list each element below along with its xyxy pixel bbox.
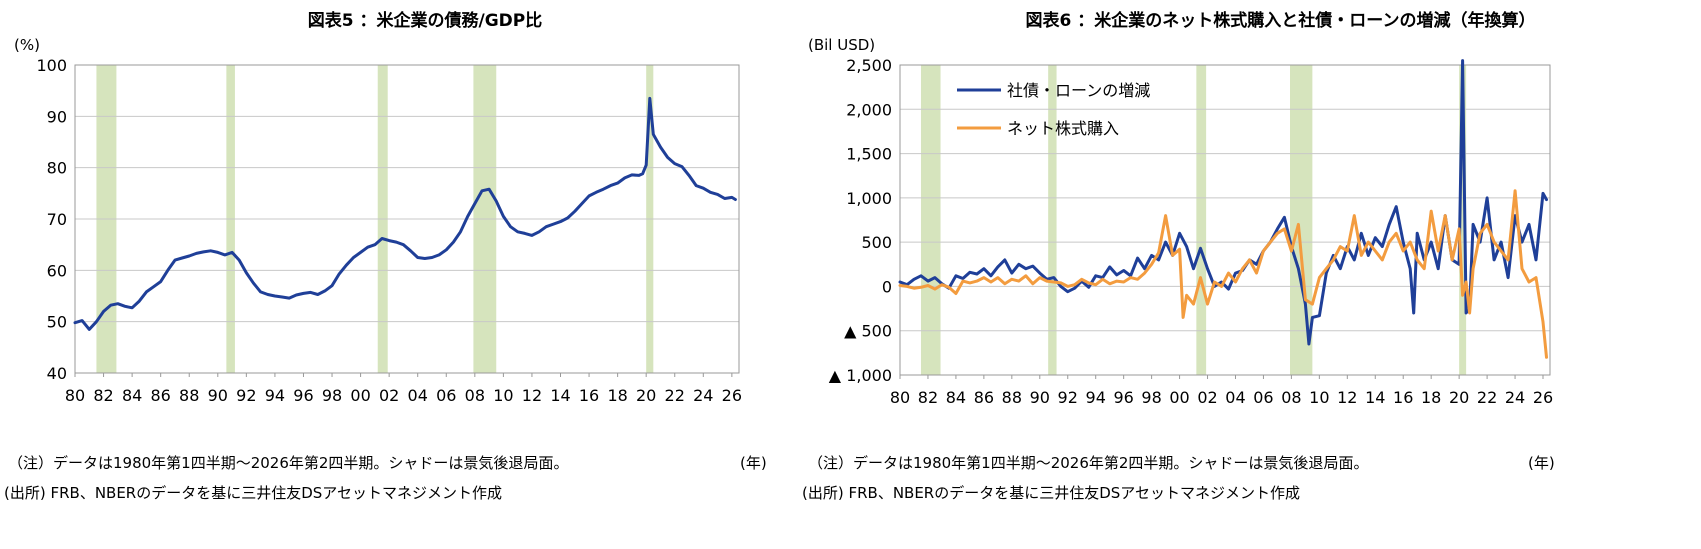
x-tick-label: 84: [946, 388, 966, 407]
debt-gdp-line-chart: 40 50 60 70 80 90 100 80 82 84 86 88 90 92 94 96 98 00 02 0…: [36, 56, 742, 405]
recession-shade: [1290, 65, 1313, 375]
y-tick-label: 40: [47, 364, 67, 383]
x-tick-label: 92: [1058, 388, 1078, 407]
x-tick-label: 26: [1533, 388, 1553, 407]
x-tick-label: 86: [150, 386, 170, 405]
chart-note: （注）データは1980年第1四半期～2026年第2四半期。シャドーは景気後退局面…: [808, 454, 1369, 472]
x-tick-label: 02: [379, 386, 399, 405]
x-tick-label: 84: [122, 386, 142, 405]
series-line: [898, 59, 1548, 346]
series-line: [898, 189, 1548, 359]
x-tick-label: 18: [607, 386, 627, 405]
chart-panel-equity-debt: 図表6 ：米企業のネット株式購入と社債・ローンの増減（年換算） (Bil USD…: [802, 0, 1701, 549]
x-tick-label: 02: [1197, 388, 1217, 407]
x-tick-label: 24: [693, 386, 713, 405]
x-tick-label: 94: [1086, 388, 1106, 407]
x-tick-label: 08: [1281, 388, 1301, 407]
y-tick-label: 0: [882, 277, 892, 296]
x-tick-label: 88: [179, 386, 199, 405]
y-tick-label: 60: [47, 261, 67, 280]
recession-shade: [1459, 65, 1467, 375]
x-unit-label: (年): [740, 454, 767, 472]
x-tick-label: 98: [322, 386, 342, 405]
y-unit-label: (Bil USD): [808, 36, 876, 54]
chart-title: 図表6 ：米企業のネット株式購入と社債・ローンの増減（年換算）: [1025, 11, 1536, 31]
x-tick-label: 82: [918, 388, 938, 407]
x-tick-label: 14: [1365, 388, 1385, 407]
x-tick-label: 00: [1169, 388, 1189, 407]
x-tick-label: 06: [436, 386, 456, 405]
x-tick-label: 86: [974, 388, 994, 407]
x-tick-label: 04: [1225, 388, 1245, 407]
plot-frame: [899, 64, 1551, 376]
equity-debt-line-chart: ▲ 1,000 ▲ 500 0 500 1,000 1,500 2,000 2,500 80 82…: [829, 56, 1553, 407]
y-unit-label: (%): [14, 36, 40, 54]
x-tick-label: 08: [465, 386, 485, 405]
x-tick-label: 10: [493, 386, 513, 405]
y-tick-label: 2,500: [846, 56, 892, 75]
x-tick-label: 82: [93, 386, 113, 405]
x-tick-label: 14: [550, 386, 570, 405]
x-tick-label: 92: [236, 386, 256, 405]
x-tick-label: 22: [665, 386, 685, 405]
chart-panel-debt-gdp: 図表5 ：米企業の債務/GDP比 (%) 40 50 60 70 80 90 100 80 82…: [0, 0, 850, 549]
x-tick-label: 20: [1449, 388, 1469, 407]
y-tick-label: 2,000: [846, 100, 892, 119]
chart-title: 図表5 ：米企業の債務/GDP比: [307, 11, 543, 31]
y-tick-label: 1,000: [846, 189, 892, 208]
y-tick-label: 500: [861, 233, 892, 252]
x-tick-label: 24: [1505, 388, 1525, 407]
y-tick-label: ▲ 500: [844, 322, 892, 341]
x-tick-label: 10: [1309, 388, 1329, 407]
x-tick-label: 98: [1141, 388, 1161, 407]
x-tick-label: 04: [408, 386, 428, 405]
y-tick-label: 70: [47, 210, 67, 229]
legend-label: ネット株式購入: [1007, 119, 1119, 138]
x-tick-label: 12: [1337, 388, 1357, 407]
x-tick-label: 26: [722, 386, 742, 405]
chart-source: (出所) FRB、NBERのデータを基に三井住友DSアセットマネジメント作成: [802, 484, 1300, 502]
y-tick-label: 100: [36, 56, 67, 75]
x-tick-label: 16: [579, 386, 599, 405]
x-tick-label: 90: [1030, 388, 1050, 407]
x-tick-label: 90: [208, 386, 228, 405]
x-tick-label: 80: [65, 386, 85, 405]
x-tick-label: 12: [522, 386, 542, 405]
x-tick-label: 80: [890, 388, 910, 407]
y-tick-label: ▲ 1,000: [829, 366, 892, 385]
x-tick-label: 18: [1421, 388, 1441, 407]
series-line: [73, 96, 737, 331]
recession-shade: [920, 65, 941, 375]
y-tick-label: 50: [47, 313, 67, 332]
x-unit-label: (年): [1528, 454, 1555, 472]
x-tick-label: 22: [1477, 388, 1497, 407]
y-tick-label: 90: [47, 107, 67, 126]
x-tick-label: 06: [1253, 388, 1273, 407]
x-tick-label: 00: [350, 386, 370, 405]
plot-frame: [74, 64, 740, 374]
recession-shade: [1196, 65, 1207, 375]
y-tick-label: 1,500: [846, 145, 892, 164]
chart-source: (出所) FRB、NBERのデータを基に三井住友DSアセットマネジメント作成: [4, 484, 502, 502]
x-tick-label: 20: [636, 386, 656, 405]
x-tick-label: 96: [293, 386, 313, 405]
x-tick-label: 16: [1393, 388, 1413, 407]
x-tick-label: 88: [1002, 388, 1022, 407]
legend-label: 社債・ローンの増減: [1007, 81, 1150, 100]
recession-shade: [1048, 65, 1057, 375]
chart-note: （注）データは1980年第1四半期～2026年第2四半期。シャドーは景気後退局面…: [8, 454, 569, 472]
x-tick-label: 96: [1113, 388, 1133, 407]
y-tick-label: 80: [47, 159, 67, 178]
x-tick-label: 94: [265, 386, 285, 405]
